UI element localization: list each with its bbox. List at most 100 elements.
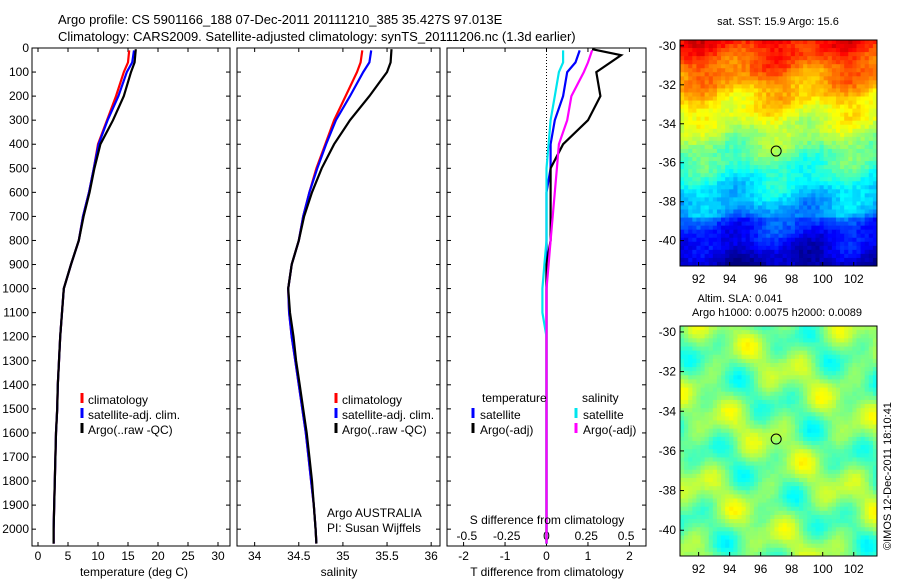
- sst-map-cell: [864, 165, 870, 170]
- sla-map-cell: [872, 358, 877, 364]
- sst-map-cell: [716, 189, 722, 194]
- sst-map-cell: [696, 88, 702, 94]
- sla-map-cell: [766, 383, 771, 389]
- sla-map-cell: [741, 473, 747, 479]
- sst-map-cell: [827, 177, 833, 182]
- sst-map-cell: [692, 136, 698, 142]
- sla-map-cell: [774, 416, 780, 422]
- sst-map-cell: [864, 177, 870, 182]
- sst-map-cell: [840, 40, 845, 45]
- sla-map-cell: [827, 473, 833, 479]
- sla-map-cell: [778, 404, 784, 409]
- sst-map-cell: [696, 201, 702, 207]
- sla-map-cell: [864, 330, 870, 335]
- sst-map-cell: [840, 60, 845, 65]
- sst-map-cell: [856, 92, 862, 98]
- sst-map-cell: [835, 245, 841, 251]
- sst-map-cell: [770, 197, 775, 203]
- sla-map-cell: [856, 346, 862, 352]
- sla-map-cell: [737, 412, 743, 417]
- sst-map-cell: [729, 153, 734, 158]
- sst-map-cell: [844, 56, 849, 61]
- sla-map-cell: [733, 441, 739, 446]
- sla-map-cell: [868, 367, 874, 372]
- sla-map-cell: [749, 424, 755, 430]
- sla-map-cell: [725, 453, 730, 459]
- sst-map-cell: [766, 136, 771, 142]
- sst-map-cell: [766, 213, 771, 219]
- sla-map-cell: [741, 490, 747, 495]
- sla-map-cell: [803, 362, 808, 368]
- sst-map: 92 94 96 98 100 102-30-32-34-36-38-40: [659, 39, 878, 286]
- sla-map-cell: [716, 395, 722, 401]
- sst-map-cell: [708, 108, 714, 114]
- sla-map-cell: [794, 395, 800, 401]
- sst-map-cell: [790, 44, 796, 49]
- sst-map-cell: [872, 161, 877, 166]
- sst-map-cell: [807, 64, 812, 69]
- sst-map-cell: [840, 229, 845, 235]
- sla-map-cell: [799, 494, 804, 500]
- sst-map-cell: [700, 153, 706, 158]
- sst-map-cell: [848, 68, 853, 73]
- sla-map-cell: [729, 408, 734, 413]
- sst-map-cell: [708, 136, 714, 142]
- sst-map-cell: [856, 120, 862, 126]
- sst-map-cell: [835, 44, 841, 49]
- sla-map-cell: [704, 428, 710, 434]
- sst-map-cell: [815, 257, 821, 263]
- sst-map-cell: [782, 140, 788, 146]
- sla-map-cell: [749, 375, 755, 380]
- sst-map-cell: [799, 245, 804, 251]
- sla-map-cell: [753, 465, 759, 471]
- sla-map-cell: [700, 514, 706, 520]
- sst-map-cell: [753, 136, 759, 142]
- sst-map-cell: [712, 88, 718, 94]
- sla-map-cell: [786, 334, 792, 339]
- sla-map-cell: [856, 354, 862, 360]
- sst-map-cell: [749, 136, 755, 142]
- sst-map-cell: [860, 201, 866, 207]
- sst-map-cell: [840, 193, 845, 198]
- sst-map-cell: [770, 108, 775, 114]
- sst-map-cell: [864, 185, 870, 190]
- sla-map-cell: [864, 367, 870, 372]
- sla-map-cell: [856, 498, 862, 504]
- sst-map-cell: [749, 112, 755, 118]
- sst-map-cell: [721, 80, 726, 85]
- sla-map-cell: [704, 391, 710, 397]
- sla-map-cell: [823, 477, 829, 483]
- sla-map-cell: [819, 379, 825, 385]
- sla-map-cell: [712, 416, 718, 422]
- sla-map-cell: [716, 416, 722, 422]
- sla-map-cell: [844, 498, 849, 504]
- sst-map-cell: [729, 165, 734, 170]
- sla-map-cell: [692, 498, 698, 504]
- sla-map-cell: [872, 342, 877, 348]
- sla-map-cell: [844, 367, 849, 372]
- sla-map-cell: [684, 424, 689, 430]
- sst-map-cell: [680, 189, 685, 194]
- sla-map-cell: [749, 498, 755, 504]
- sst-map-cell: [778, 112, 784, 118]
- sla-map-cell: [803, 399, 808, 405]
- sla-map-cell: [864, 506, 870, 512]
- sla-map-cell: [753, 498, 759, 504]
- sst-map-cell: [733, 124, 739, 130]
- sst-map-cell: [692, 241, 698, 247]
- sst-map-cell: [712, 72, 718, 77]
- sla-map-cell: [827, 445, 833, 450]
- sla-map-cell: [852, 338, 858, 344]
- sla-map-cell: [770, 465, 775, 471]
- sst-map-cell: [725, 153, 730, 158]
- sla-map-cell: [844, 436, 849, 442]
- sst-map-cell: [782, 100, 788, 106]
- sla-map-cell: [815, 395, 821, 401]
- sla-map-cell: [823, 486, 829, 491]
- sla-map-cell: [745, 449, 751, 454]
- sst-map-cell: [811, 76, 817, 81]
- sst-map-cell: [753, 225, 759, 231]
- sst-map-cell: [716, 68, 722, 73]
- sla-map-cell: [827, 498, 833, 504]
- sst-map-cell: [864, 140, 870, 146]
